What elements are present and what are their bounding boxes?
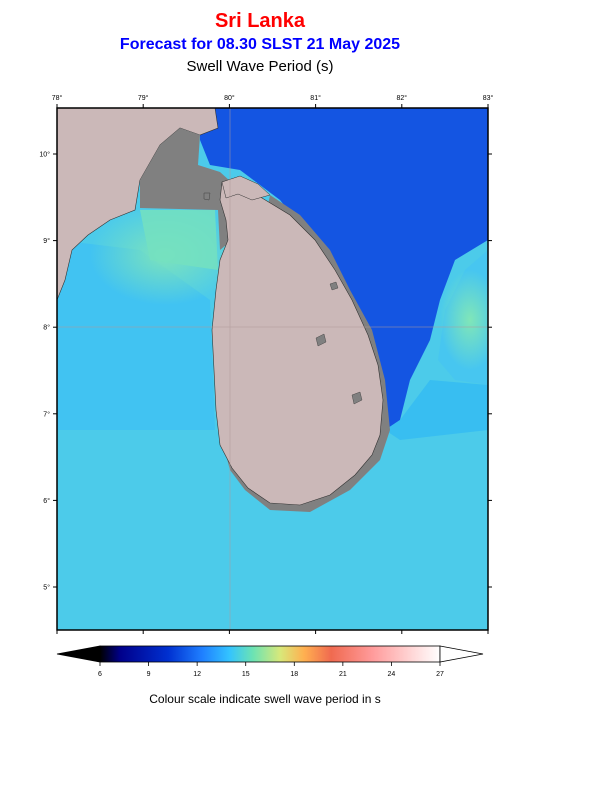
lat-tick-label: 5° [43, 584, 50, 592]
lon-tick-label: 80° [224, 94, 235, 102]
lon-tick-label: 78° [52, 94, 63, 102]
sea-field-southeast [385, 380, 488, 440]
palk-strait-field [140, 210, 218, 270]
east-swell-patch [440, 270, 488, 370]
india-landmass [57, 108, 219, 301]
colorbar-low-arrow [56, 645, 101, 663]
colorbar-high-arrow [439, 645, 484, 663]
reservoir-mark [315, 333, 327, 347]
island-mark [203, 192, 211, 201]
sri-lanka-landmass [211, 177, 384, 506]
colorbar-tick-label: 21 [339, 671, 347, 678]
forecast-time-title: Forecast for 08.30 SLST 21 May 2025 [119, 36, 401, 53]
colorbar-tick-label: 6 [98, 671, 102, 678]
colorbar-tick-label: 12 [193, 671, 201, 678]
lat-tick-label: 10° [39, 151, 50, 159]
map-region-title: Sri Lanka [214, 10, 306, 32]
colorbar-tick-label: 9 [147, 671, 151, 678]
lon-tick-label: 83° [483, 94, 494, 102]
lat-tick-label: 9° [43, 237, 50, 245]
longitude-axis: 78° 79° 80° 81° 82° 83° [52, 94, 494, 634]
palk-shelf [140, 128, 240, 250]
latitude-axis: 10° 9° 8° 7° 6° 5° [39, 151, 492, 592]
colorbar: 6 9 12 15 18 21 24 27 [56, 645, 484, 678]
lon-tick-label: 81° [310, 94, 321, 102]
reservoir-mark [351, 391, 363, 405]
lat-tick-label: 6° [43, 497, 50, 505]
jaffna-peninsula [221, 175, 271, 201]
map-area [57, 108, 488, 630]
lon-tick-label: 82° [397, 94, 408, 102]
colorbar-tick-label: 15 [242, 671, 250, 678]
sea-field-east [200, 108, 488, 430]
map-frame [56, 107, 489, 631]
lat-tick-label: 7° [43, 410, 50, 418]
lon-tick-label: 79° [138, 94, 149, 102]
colorbar-gradient [99, 645, 441, 663]
colorbar-tick-labels: 6 9 12 15 18 21 24 27 [98, 662, 444, 678]
variable-title: Swell Wave Period (s) [186, 58, 334, 75]
lat-tick-label: 8° [43, 324, 50, 332]
colorbar-tick-label: 18 [290, 671, 298, 678]
colorbar-caption: Colour scale indicate swell wave period … [149, 692, 381, 706]
colorbar-tick-label: 24 [388, 671, 396, 678]
colorbar-tick-label: 27 [436, 671, 444, 678]
reservoir-mark [329, 281, 339, 291]
